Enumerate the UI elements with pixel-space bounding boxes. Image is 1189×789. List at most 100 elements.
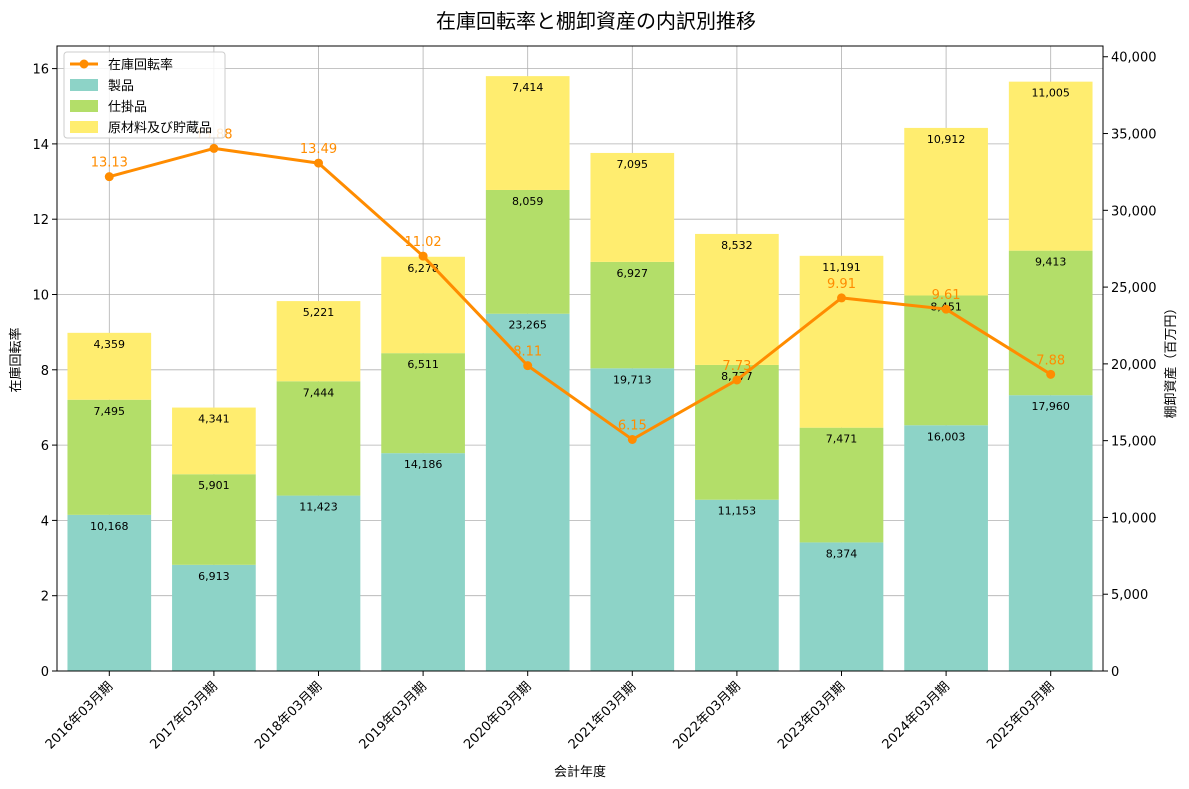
y-right-tick-label: 15,000 xyxy=(1111,435,1157,450)
bar-value-label: 11,005 xyxy=(1031,87,1070,100)
bar-segment xyxy=(904,295,988,426)
bar-segment xyxy=(276,495,361,671)
bar-value-label: 23,265 xyxy=(508,319,547,332)
legend-swatch xyxy=(70,100,98,112)
bar-segment xyxy=(799,427,884,543)
chart-title: 在庫回転率と棚卸資産の内訳別推移 xyxy=(436,9,756,33)
y-left-tick-label: 10 xyxy=(32,288,49,303)
bar-value-label: 10,168 xyxy=(90,520,129,533)
y-right-tick-label: 10,000 xyxy=(1111,511,1157,526)
bar-value-label: 4,359 xyxy=(94,338,126,351)
bar-value-label: 4,341 xyxy=(198,413,230,426)
y-right-tick-label: 0 xyxy=(1111,665,1119,680)
turnover-value-label: 9.61 xyxy=(932,288,961,303)
x-tick-label: 2024年03月期 xyxy=(880,679,953,752)
turnover-point xyxy=(314,158,323,168)
bar-value-label: 7,471 xyxy=(826,433,858,446)
y-left-tick-label: 8 xyxy=(41,364,49,379)
bar-value-label: 6,927 xyxy=(617,267,649,280)
bar-value-label: 9,413 xyxy=(1035,256,1067,269)
legend-label: 製品 xyxy=(108,79,134,94)
turnover-line: 13.1313.8813.4911.028.116.157.739.919.61… xyxy=(91,127,1065,444)
bar-value-label: 10,912 xyxy=(927,133,966,146)
bar-value-label: 11,153 xyxy=(718,505,757,518)
turnover-value-label: 7.73 xyxy=(722,359,751,374)
y-right-tick-label: 35,000 xyxy=(1111,128,1157,143)
bar-segment xyxy=(695,499,779,671)
bar-value-label: 19,713 xyxy=(613,373,652,386)
y-right-tick-label: 30,000 xyxy=(1111,204,1157,219)
y-right-tick-label: 5,000 xyxy=(1111,588,1148,603)
plot-frame xyxy=(56,45,1104,672)
turnover-point xyxy=(1046,369,1056,379)
bar-segment xyxy=(799,255,884,428)
x-axis-label: 会計年度 xyxy=(554,764,606,780)
legend-swatch xyxy=(70,79,98,91)
bar-value-label: 6,913 xyxy=(198,570,230,583)
bar-segment xyxy=(485,189,570,314)
y-left-tick-label: 16 xyxy=(32,63,49,78)
turnover-line-path xyxy=(108,146,1052,441)
bar-segment xyxy=(381,453,465,671)
turnover-value-label: 9.91 xyxy=(827,277,856,292)
bar-segment xyxy=(695,364,779,500)
bars xyxy=(67,76,1093,671)
bar-segment xyxy=(590,261,675,369)
bar-segment xyxy=(172,474,256,565)
bar-value-label: 11,423 xyxy=(299,501,338,514)
y-left-tick-label: 12 xyxy=(32,213,49,228)
bar-segment xyxy=(67,514,152,671)
bar-value-label: 7,414 xyxy=(512,81,544,94)
legend-label: 在庫回転率 xyxy=(108,57,173,73)
turnover-point xyxy=(627,434,637,444)
bar-segment xyxy=(485,313,570,671)
bar-value-label: 17,960 xyxy=(1031,400,1070,413)
bar-segment xyxy=(1008,395,1093,671)
bar-value-label: 7,495 xyxy=(94,405,126,418)
y-axis-left-label: 在庫回転率 xyxy=(8,327,24,392)
legend-label: 原材料及び貯蔵品 xyxy=(108,121,212,136)
legend-swatch xyxy=(70,121,98,133)
bar-segment xyxy=(172,564,256,671)
bar-segment xyxy=(1008,81,1093,251)
bar-value-label: 7,444 xyxy=(303,386,335,399)
bar-value-label: 7,095 xyxy=(617,158,649,171)
turnover-point xyxy=(941,304,951,314)
turnover-value-label: 13.49 xyxy=(300,142,337,157)
turnover-point xyxy=(732,375,742,385)
bar-segment xyxy=(381,353,465,454)
bar-value-label: 5,901 xyxy=(198,479,230,492)
bar-value-label: 11,191 xyxy=(822,261,861,274)
y-right-tick-label: 25,000 xyxy=(1111,281,1157,296)
legend-marker xyxy=(79,59,89,69)
bar-segment xyxy=(799,542,884,671)
turnover-value-label: 7.88 xyxy=(1036,353,1065,368)
x-tick-label: 2018年03月期 xyxy=(252,679,325,752)
legend-box xyxy=(63,51,226,139)
bar-value-label: 14,186 xyxy=(404,458,443,471)
bar-segment xyxy=(904,127,988,296)
bar-segment xyxy=(172,407,256,475)
y-right-tick-label: 40,000 xyxy=(1111,51,1157,66)
x-tick-label: 2025年03月期 xyxy=(984,679,1057,752)
x-tick-label: 2020年03月期 xyxy=(461,679,534,752)
turnover-point xyxy=(837,293,846,303)
bar-segment xyxy=(904,425,988,671)
y-axis-right-label: 棚卸資産（百万円） xyxy=(1163,301,1179,418)
bar-segment xyxy=(276,301,361,382)
x-tick-label: 2019年03月期 xyxy=(357,679,430,752)
x-tick-label: 2017年03月期 xyxy=(147,679,220,752)
bar-segment xyxy=(590,152,675,262)
y-left-tick-label: 0 xyxy=(41,665,49,680)
y-right-tick-label: 20,000 xyxy=(1111,358,1157,373)
turnover-value-label: 11.02 xyxy=(404,235,441,250)
turnover-value-label: 8.11 xyxy=(513,345,542,360)
y-left-tick-label: 2 xyxy=(41,590,49,605)
bar-value-label: 8,532 xyxy=(721,239,753,252)
x-tick-label: 2021年03月期 xyxy=(566,679,639,752)
legend-label: 仕掛品 xyxy=(108,100,147,115)
x-tick-label: 2023年03月期 xyxy=(775,679,848,752)
bar-value-label: 8,374 xyxy=(826,547,858,560)
bar-segment xyxy=(67,332,152,400)
